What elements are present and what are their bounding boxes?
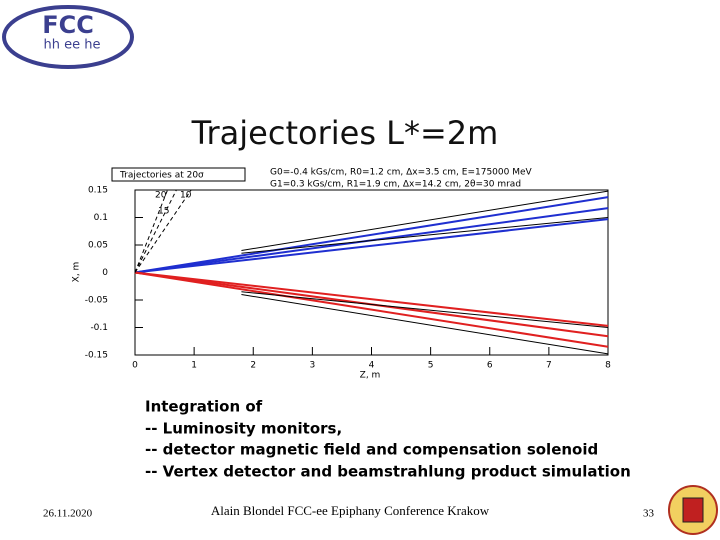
legend-box bbox=[111, 167, 246, 182]
y-axis-label: X, m bbox=[72, 262, 82, 283]
x-tick-label: 8 bbox=[605, 361, 611, 371]
trajectory bbox=[134, 189, 168, 273]
trajectory bbox=[134, 271, 609, 348]
x-tick-label: 0 bbox=[132, 361, 138, 371]
x-axis-label: Z, m bbox=[360, 371, 381, 381]
annotation: G1=0.3 kGs/cm, R1=1.9 cm, Δx=14.2 cm, 2θ… bbox=[270, 180, 521, 190]
legend-title: Trajectories at 20σ bbox=[119, 171, 204, 181]
y-tick-label: -0.1 bbox=[90, 323, 108, 333]
plot-frame bbox=[134, 189, 609, 356]
body-line: -- Luminosity monitors, bbox=[145, 420, 342, 438]
logo-ring bbox=[2, 5, 134, 69]
x-tick-label: 4 bbox=[369, 361, 375, 371]
body-line: Integration of bbox=[145, 398, 263, 416]
trajectory bbox=[241, 291, 609, 328]
line-label: 15 bbox=[158, 207, 169, 217]
crest-shield bbox=[682, 497, 704, 523]
trajectory bbox=[241, 294, 609, 355]
trajectory bbox=[134, 218, 609, 274]
footer-page: 33 bbox=[643, 508, 655, 520]
body-line: -- Vertex detector and beamstrahlung pro… bbox=[145, 463, 631, 481]
trajectory bbox=[134, 189, 177, 273]
y-tick-label: 0 bbox=[102, 268, 108, 278]
y-tick-label: 0.05 bbox=[88, 241, 108, 251]
y-tick-label: -0.15 bbox=[85, 351, 108, 361]
y-tick-label: -0.05 bbox=[85, 296, 108, 306]
line-label: 10 bbox=[180, 191, 192, 201]
slide-title: Trajectories L*=2m bbox=[191, 114, 499, 152]
x-tick-label: 5 bbox=[428, 361, 434, 371]
x-tick-label: 7 bbox=[546, 361, 552, 371]
y-tick-label: 0.1 bbox=[94, 213, 108, 223]
x-tick-label: 3 bbox=[310, 361, 316, 371]
footer-center: Alain Blondel FCC-ee Epiphany Conference… bbox=[211, 503, 490, 518]
x-tick-label: 2 bbox=[250, 361, 256, 371]
body-line: -- detector magnetic field and compensat… bbox=[145, 441, 598, 459]
x-tick-label: 6 bbox=[487, 361, 493, 371]
y-tick-label: 0.15 bbox=[88, 186, 108, 196]
trajectory bbox=[241, 217, 609, 254]
logo-sub: hh ee he bbox=[44, 38, 101, 53]
trajectory bbox=[134, 271, 609, 327]
footer-date: 26.11.2020 bbox=[43, 508, 93, 520]
logo-name: FCC bbox=[42, 11, 94, 39]
trajectory bbox=[241, 190, 609, 251]
trajectory bbox=[134, 196, 609, 274]
annotation: G0=-0.4 kGs/cm, R0=1.2 cm, Δx=3.5 cm, E=… bbox=[270, 168, 533, 178]
x-tick-label: 1 bbox=[191, 361, 197, 371]
trajectory bbox=[134, 189, 192, 273]
line-label: 20 bbox=[155, 191, 167, 201]
